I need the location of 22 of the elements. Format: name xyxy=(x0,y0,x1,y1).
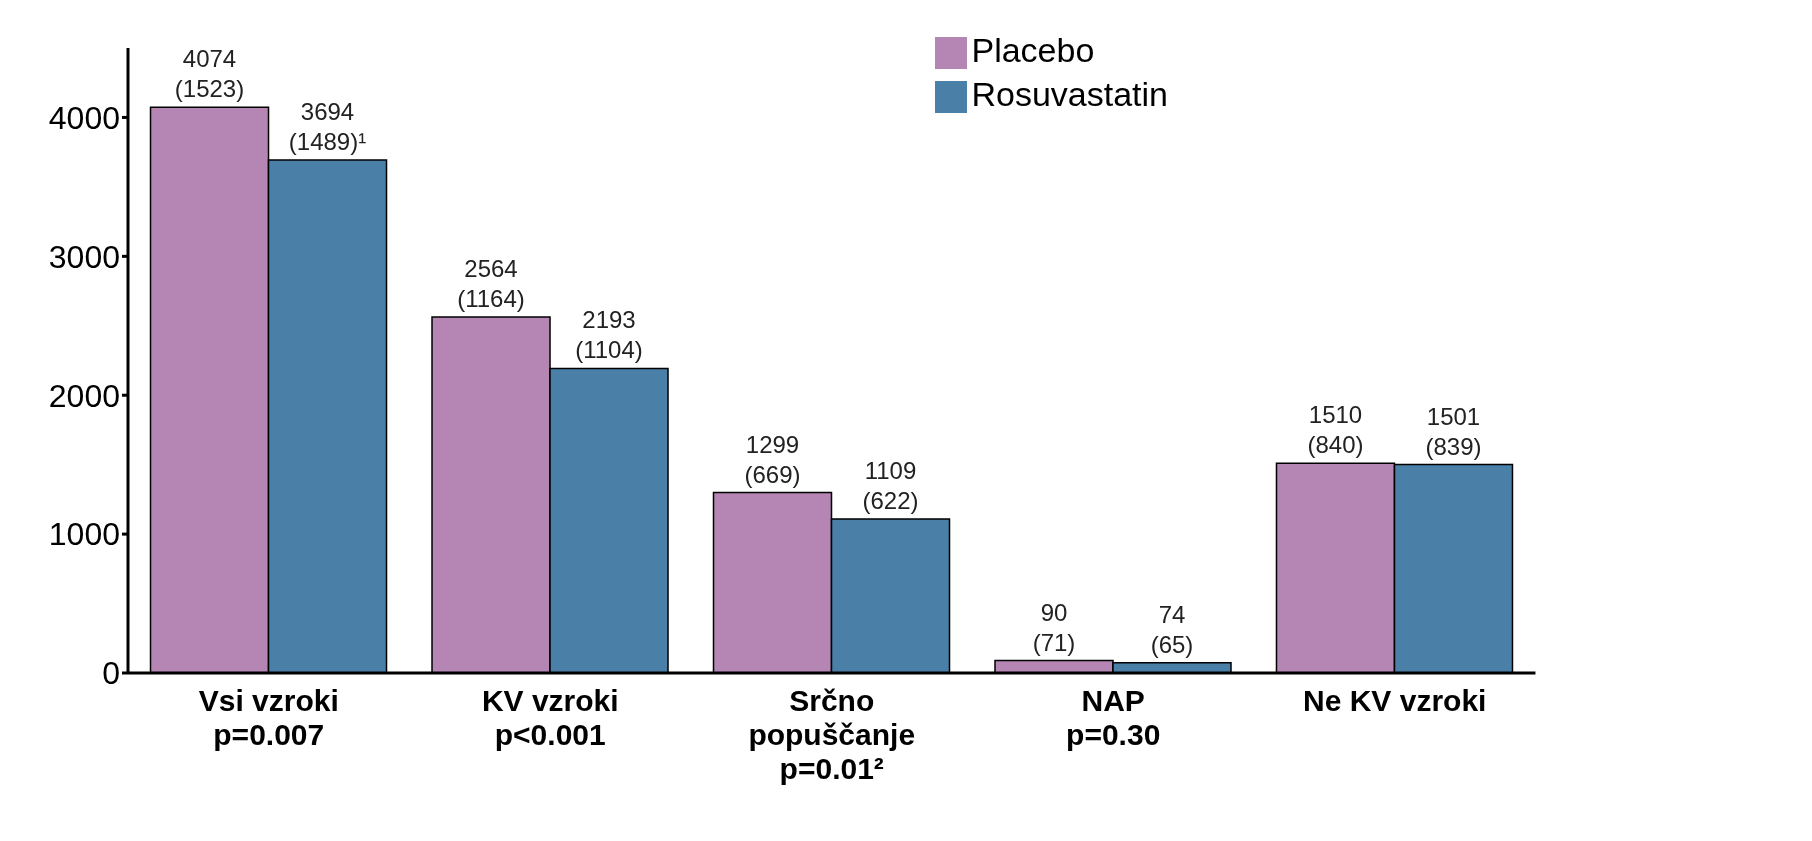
x-tick-label: NAP p=0.30 xyxy=(1066,684,1161,751)
x-tick-label: Ne KV vzroki xyxy=(1303,684,1487,717)
y-tick-label: 2000 xyxy=(48,377,120,414)
y-tick-label: 4000 xyxy=(48,99,120,136)
data-label: 1510 (840) xyxy=(1307,401,1364,459)
y-tick-label: 0 xyxy=(102,655,120,692)
data-label: 74 (65) xyxy=(1150,600,1194,658)
y-tick-label: 3000 xyxy=(48,238,120,275)
data-label: 90 (71) xyxy=(1032,598,1076,656)
data-label: 1109 (622) xyxy=(862,456,919,514)
data-label: 1501 (839) xyxy=(1425,402,1482,460)
data-label: 4074 (1523) xyxy=(174,45,245,103)
y-tick-label: 1000 xyxy=(48,516,120,553)
legend-label: Placebo xyxy=(971,31,1095,69)
data-label: 2564 (1164) xyxy=(457,254,525,312)
legend-label: Rosuvastatin xyxy=(971,75,1168,113)
data-label: 1299 (669) xyxy=(744,430,801,488)
x-tick-label: Srčno popuščanje p=0.01² xyxy=(748,684,916,785)
data-label: 2193 (1104) xyxy=(575,306,643,364)
x-tick-label: Vsi vzroki p=0.007 xyxy=(198,684,339,751)
x-tick-label: KV vzroki p<0.001 xyxy=(481,684,619,751)
data-label: 3694 (1489)¹ xyxy=(288,97,367,155)
